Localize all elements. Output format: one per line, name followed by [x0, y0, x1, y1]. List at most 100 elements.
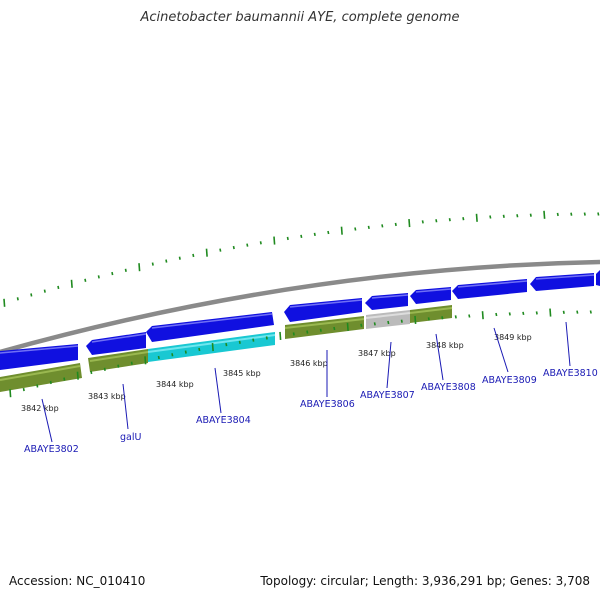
- gene-label-abaye3807[interactable]: ABAYE3807: [360, 390, 415, 401]
- kbp-label: 3845 kbp: [223, 369, 261, 378]
- genome-backbone: [0, 259, 600, 355]
- tick-mark: [441, 316, 444, 320]
- tick-mark: [387, 320, 390, 325]
- tick-mark: [381, 224, 384, 228]
- kbp-label: 3844 kbp: [156, 380, 194, 389]
- gene-label-abaye3810[interactable]: ABAYE3810: [543, 368, 598, 379]
- tick-mark: [583, 212, 586, 216]
- tick-mark: [562, 310, 565, 314]
- tick-mark: [570, 212, 573, 216]
- kbp-label: 3847 kbp: [358, 349, 396, 358]
- kbp-label: 3843 kbp: [88, 392, 126, 401]
- kbp-label: 3842 kbp: [21, 404, 59, 413]
- tick-mark: [76, 371, 79, 380]
- gene-arrow[interactable]: [86, 332, 146, 355]
- tick-mark: [529, 213, 532, 217]
- tick-mark: [502, 214, 505, 218]
- tick-mark: [49, 380, 52, 385]
- genome-summary-text: Topology: circular; Length: 3,936,291 bp…: [260, 574, 590, 588]
- tick-mark: [481, 311, 484, 320]
- gene-label-abaye3809[interactable]: ABAYE3809: [482, 375, 537, 386]
- kbp-label: 3849 kbp: [494, 333, 532, 342]
- tick-mark: [84, 278, 87, 282]
- tick-mark: [286, 236, 289, 241]
- tick-mark: [130, 361, 133, 365]
- tick-mark: [3, 298, 6, 307]
- tick-mark: [400, 319, 403, 323]
- tick-mark: [427, 317, 430, 321]
- gene-arrow[interactable]: [410, 305, 452, 323]
- tick-mark: [346, 322, 349, 331]
- gene-arrow[interactable]: [596, 270, 600, 286]
- tick-mark: [273, 236, 276, 245]
- gene-arrow[interactable]: [452, 279, 527, 299]
- tick-mark: [448, 218, 451, 222]
- tick-mark: [157, 355, 160, 360]
- forward-strand-genes: [0, 270, 600, 370]
- tick-mark: [279, 331, 282, 340]
- accession-text: Accession: NC_010410: [9, 574, 146, 588]
- tick-mark: [178, 256, 181, 260]
- gene-label-abaye3802[interactable]: ABAYE3802: [24, 444, 79, 455]
- tick-mark: [306, 330, 309, 334]
- tick-mark: [468, 314, 471, 318]
- gene-label-abaye3806[interactable]: ABAYE3806: [300, 399, 355, 410]
- genome-title: Acinetobacter baumannii AYE, complete ge…: [140, 10, 460, 25]
- gene-label-abaye3804[interactable]: ABAYE3804: [196, 415, 251, 426]
- gene-labels: ABAYE3802 galU ABAYE3804 ABAYE3806 ABAYE…: [24, 368, 598, 455]
- tick-mark: [475, 213, 478, 222]
- tick-mark: [300, 234, 303, 239]
- tick-mark: [354, 227, 357, 231]
- tick-mark: [292, 332, 295, 336]
- reverse-strand-genes: [0, 305, 453, 392]
- tick-mark: [252, 338, 255, 342]
- tick-mark: [171, 353, 174, 357]
- tick-mark: [117, 364, 120, 368]
- tick-mark: [259, 241, 262, 245]
- gene-label-galu[interactable]: galU: [120, 432, 141, 443]
- tick-mark: [43, 289, 46, 293]
- tick-mark: [373, 322, 376, 326]
- tick-mark: [340, 226, 343, 235]
- kbp-scale: 3842 kbp 3843 kbp 3844 kbp 3845 kbp 3846…: [21, 333, 532, 413]
- tick-mark: [238, 340, 241, 344]
- tick-mark: [360, 323, 363, 327]
- gene-arrow[interactable]: [284, 298, 362, 322]
- tick-mark: [225, 342, 228, 347]
- tick-mark: [111, 271, 114, 276]
- tick-mark: [414, 315, 417, 325]
- tick-mark: [421, 220, 424, 224]
- outer-tick-track: [3, 210, 600, 307]
- tick-mark: [151, 262, 154, 266]
- tick-mark: [70, 279, 73, 288]
- tick-mark: [192, 253, 195, 258]
- kbp-label: 3848 kbp: [426, 341, 464, 350]
- tick-mark: [22, 387, 25, 392]
- tick-mark: [319, 328, 322, 332]
- inner-tick-track: [9, 308, 592, 398]
- tick-mark: [549, 308, 552, 317]
- tick-mark: [265, 336, 268, 340]
- tick-mark: [522, 311, 525, 316]
- tick-mark: [333, 326, 336, 331]
- gene-arrow[interactable]: [530, 273, 594, 291]
- tick-mark: [367, 225, 370, 230]
- tick-mark: [165, 259, 168, 263]
- tick-mark: [508, 312, 511, 316]
- tick-mark: [535, 311, 538, 315]
- gene-label-abaye3808[interactable]: ABAYE3808: [421, 382, 476, 393]
- tick-mark: [198, 347, 201, 352]
- tick-mark: [327, 230, 330, 235]
- tick-mark: [219, 248, 222, 252]
- tick-mark: [394, 222, 397, 227]
- tick-mark: [232, 245, 235, 250]
- tick-mark: [184, 350, 187, 354]
- tick-mark: [462, 217, 465, 221]
- tick-mark: [576, 310, 579, 314]
- tick-mark: [144, 356, 147, 365]
- tick-mark: [16, 297, 19, 301]
- gene-arrow[interactable]: [146, 312, 274, 342]
- tick-mark: [211, 342, 214, 352]
- tick-mark: [435, 219, 438, 223]
